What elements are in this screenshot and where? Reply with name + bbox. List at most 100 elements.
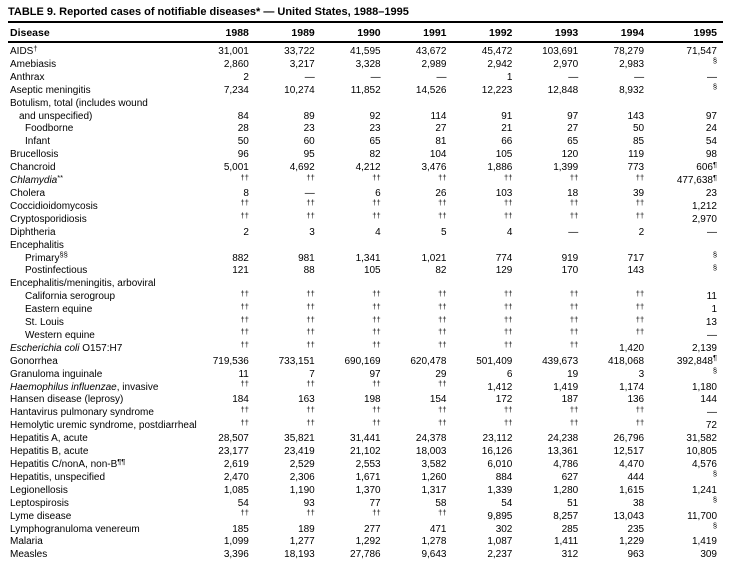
table-row: Foodborne 28 23 23 27 21 27 50 24 [8,123,723,136]
value-cell: †† [438,417,447,427]
disease-cell: St. Louis [25,317,64,329]
value-cell: †† [240,211,249,221]
disease-cell: Eastern equine [25,304,93,316]
value-cell: †† [240,340,249,350]
value-cell: 120 [561,149,579,161]
disease-cell: Chancroid [10,162,56,174]
value-cell: 1,317 [421,484,447,496]
value-cell: 1,277 [289,536,315,548]
disease-cell: Encephalitis [10,239,64,251]
table-row: Hansen disease (leprosy) 184 163 198 154 172 1… [8,394,723,407]
value-cell: †† [635,417,645,427]
value-cell: 963 [627,549,645,561]
column-header-year: 1994 [591,23,658,43]
value-cell: 163 [298,394,315,406]
value-cell: 12,517 [613,446,645,458]
value-cell: 18,003 [415,446,447,458]
value-cell: 285 [561,523,579,535]
value-cell: 3,476 [421,162,447,174]
value-cell: § [712,495,717,505]
value-cell: 1,370 [355,484,381,496]
disease-cell: Foodborne [25,123,74,135]
table-row: Lyme disease †† †† †† †† 9,895 8,257 13,043 11,7… [8,509,723,524]
value-cell: — [304,71,315,83]
value-cell: 38 [633,497,645,509]
value-cell: 19 [567,368,579,380]
value-cell: 13,361 [547,446,579,458]
value-cell: 2,942 [487,58,513,70]
value-cell: 7,234 [223,84,249,96]
value-cell: 10,805 [686,446,717,458]
value-cell: 620,478 [410,355,447,367]
value-cell: 4,212 [355,162,381,174]
value-cell: †† [504,327,513,337]
table-row: St. Louis †† †† †† †† †† †† †† 13 [8,315,723,330]
disease-cell: Hepatitis C/nonA, non-B¶¶ [10,456,126,470]
value-cell: 1,399 [553,162,579,174]
value-cell: 312 [561,549,579,561]
value-cell: 1,260 [421,471,447,483]
disease-cell: Hepatitis A, acute [10,433,88,445]
value-cell: 144 [700,394,717,406]
disease-cell: Hantavirus pulmonary syndrome [10,407,154,419]
value-cell: 33,722 [284,46,315,57]
disease-cell: Lyme disease [10,510,72,522]
value-cell: 28 [237,123,249,135]
value-cell: — [707,71,717,83]
value-cell: — [707,329,717,341]
value-cell: 1,212 [691,200,717,212]
value-cell: 77 [369,497,381,509]
table-title: TABLE 9. Reported cases of notifiable di… [8,5,723,23]
value-cell: 81 [435,136,447,148]
value-cell: 471 [429,523,447,535]
table-row: Eastern equine †† †† †† †† †† †† †† 1 [8,302,723,317]
value-cell: — [634,71,645,83]
value-cell: 66 [501,136,513,148]
value-cell: 1 [506,71,513,83]
value-cell: 21,102 [350,446,381,458]
value-cell: 72 [705,420,717,432]
value-cell: †† [504,417,513,427]
value-cell: 606¶ [696,159,717,174]
table-header-row: Disease 1988 1989 1990 1991 1992 1993 1994 1995 [8,23,723,43]
value-cell: 981 [298,252,315,264]
value-cell: 103,691 [542,46,579,57]
value-cell: 50 [237,136,249,148]
value-cell: 129 [495,265,513,277]
value-cell: †† [240,379,249,389]
value-cell: †† [438,379,447,389]
value-cell: †† [372,340,381,350]
value-cell: 89 [303,110,315,122]
value-cell: 51 [567,497,579,509]
value-cell: 23,177 [218,446,249,458]
value-cell: 4,786 [553,459,579,470]
disease-cell: Postinfectious [25,265,88,277]
value-cell: 690,169 [344,355,381,367]
value-cell: § [712,469,717,479]
table-row: Infant 50 60 65 81 66 65 85 54 [8,136,723,149]
value-cell: 1,190 [289,484,315,496]
value-cell: 719,536 [212,355,249,367]
value-cell: †† [240,404,249,414]
table-row: Cholera 8 — 6 26 103 18 39 23 [8,188,723,201]
disease-cell: Infant [25,136,51,148]
value-cell: 4 [375,226,381,238]
value-cell: 16,126 [481,446,513,458]
value-cell: 1,180 [691,381,717,393]
value-cell: 1,280 [553,484,579,496]
value-cell: 121 [232,265,249,277]
value-cell: †† [504,211,513,221]
value-cell: 26,796 [613,433,645,445]
value-cell: 18,193 [284,549,315,561]
value-cell: 54 [237,497,249,509]
value-cell: †† [372,404,381,414]
value-cell: †† [635,211,645,221]
value-cell: †† [438,327,447,337]
table-row: Aseptic meningitis 7,234 10,274 11,852 14,52… [8,83,723,98]
value-cell: 302 [495,523,513,535]
value-cell: 2,619 [223,459,249,470]
value-cell: 392,848¶ [676,353,717,367]
disease-cell: Aseptic meningitis [10,84,91,96]
value-cell: 1,021 [421,252,447,264]
